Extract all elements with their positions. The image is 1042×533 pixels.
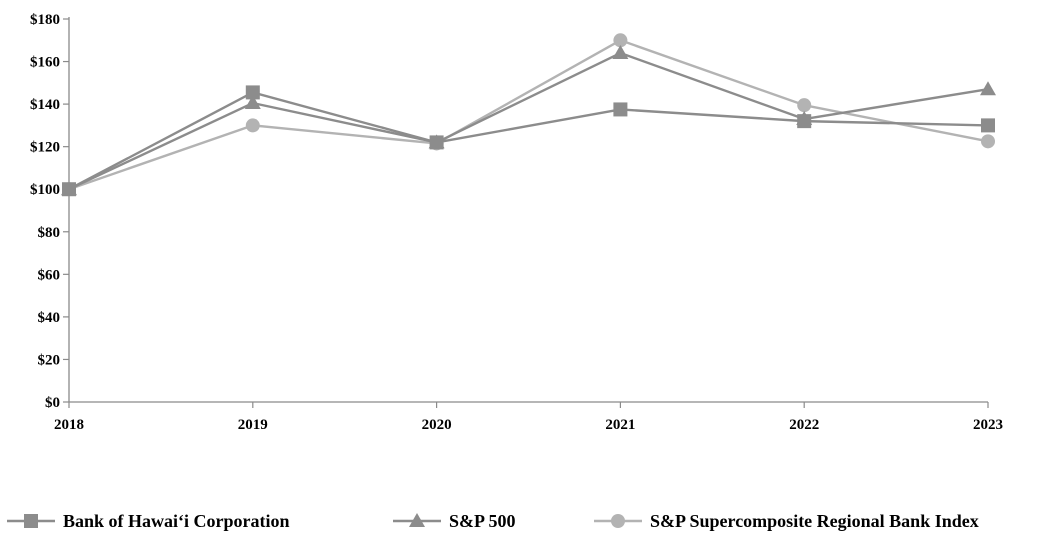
series-line	[68, 39, 989, 191]
data-point-circle	[245, 118, 260, 133]
series-circle	[62, 33, 995, 197]
x-tick-label: 2018	[54, 417, 84, 433]
series-line	[68, 51, 989, 191]
x-axis-ticks: 2018 2019 2020 2021 2022 2023	[54, 402, 1003, 433]
data-point-circle	[981, 134, 995, 149]
legend-label: S&P 500	[449, 511, 516, 531]
y-axis-ticks: $0 $20 $40 $60 $80 $100 $120 $140 $160 $180	[30, 12, 69, 411]
y-tick-label: $0	[45, 395, 60, 411]
legend-label: Bank of Hawai‘i Corporation	[63, 511, 290, 531]
legend-marker-triangle	[409, 513, 425, 527]
data-point-square	[245, 85, 260, 100]
y-tick-label: $80	[38, 225, 61, 241]
series-group	[61, 33, 996, 197]
series-line	[68, 91, 989, 191]
y-tick-label: $160	[30, 55, 60, 71]
legend-marker-square	[24, 514, 38, 528]
data-point-circle	[797, 98, 812, 113]
x-tick-label: 2019	[238, 417, 268, 433]
y-tick-label: $20	[38, 352, 61, 368]
legend-label: S&P Supercomposite Regional Bank Index	[650, 511, 979, 531]
data-point-square	[429, 135, 444, 150]
y-tick-label: $40	[38, 310, 61, 326]
legend: Bank of Hawai‘i Corporation S&P 500 S&P Su…	[7, 511, 979, 531]
x-tick-label: 2020	[422, 417, 452, 433]
data-point-triangle	[980, 81, 996, 96]
data-point-square	[797, 114, 812, 129]
axes	[68, 17, 988, 403]
data-point-triangle	[244, 95, 261, 110]
data-point-square	[62, 182, 76, 197]
legend-item: Bank of Hawai‘i Corporation	[7, 511, 290, 531]
y-tick-label: $180	[30, 12, 60, 28]
legend-item: S&P 500	[393, 511, 516, 531]
y-tick-label: $120	[30, 140, 60, 156]
legend-item: S&P Supercomposite Regional Bank Index	[594, 511, 979, 531]
data-point-triangle	[612, 45, 629, 60]
y-tick-label: $140	[30, 97, 60, 113]
x-tick-label: 2022	[789, 417, 819, 433]
series-square	[62, 85, 995, 197]
x-tick-label: 2021	[605, 417, 635, 433]
data-point-square	[981, 118, 995, 133]
data-point-circle	[613, 33, 628, 48]
y-tick-label: $60	[38, 267, 61, 283]
data-point-square	[613, 102, 628, 117]
legend-marker-circle	[611, 514, 625, 528]
x-tick-label: 2023	[973, 417, 1003, 433]
y-tick-label: $100	[30, 182, 60, 198]
